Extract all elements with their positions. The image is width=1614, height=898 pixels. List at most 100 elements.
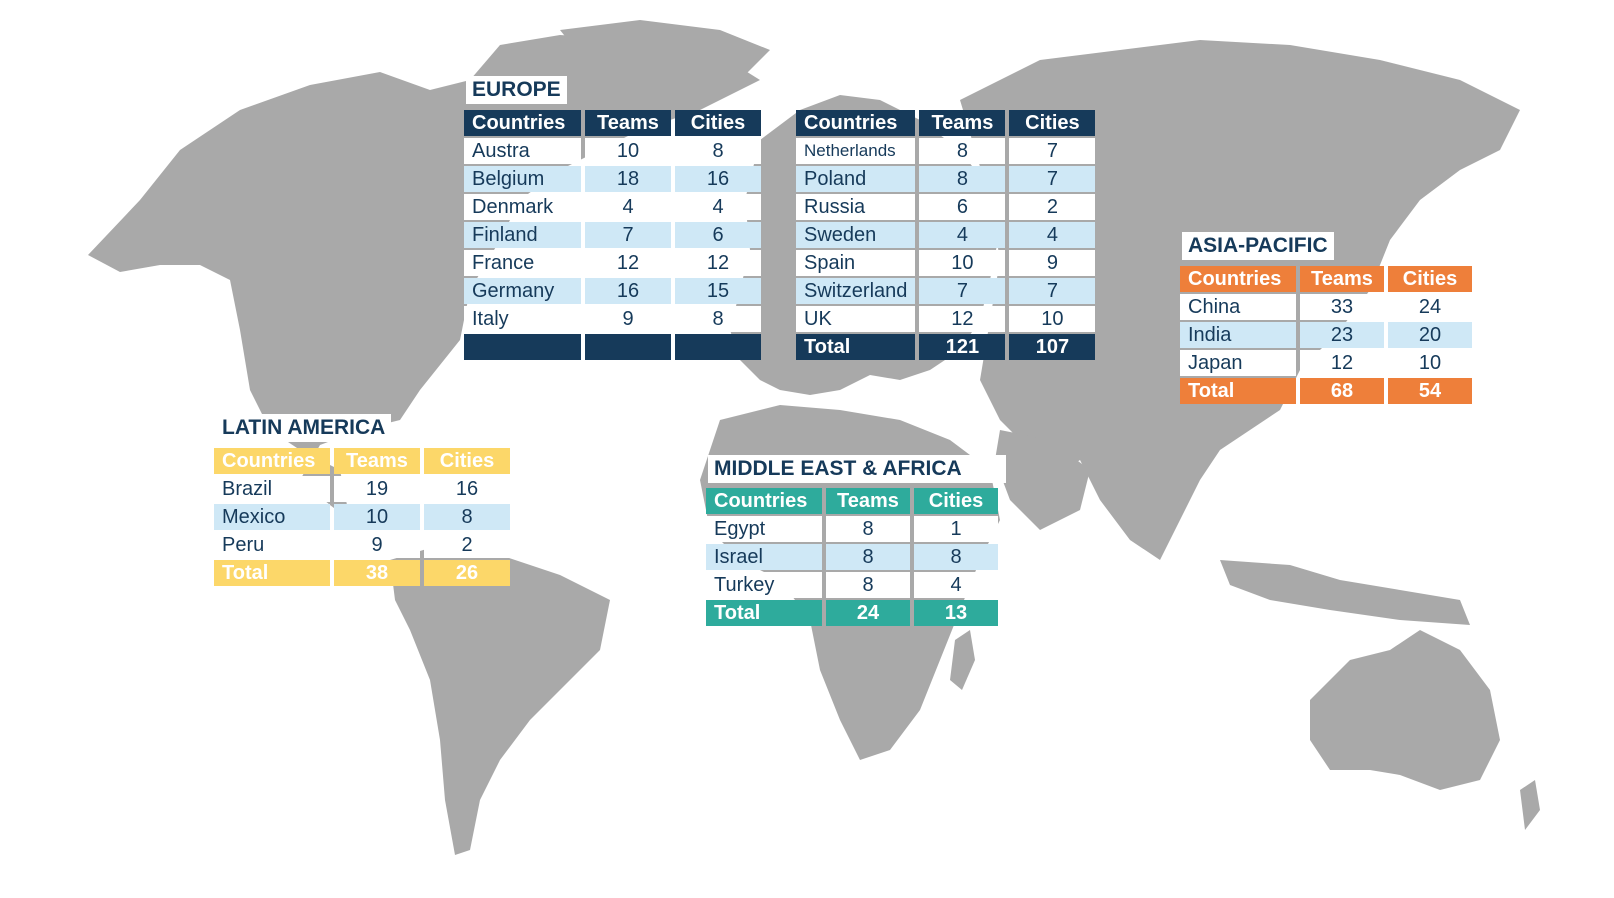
teams-header: Teams (1300, 266, 1384, 292)
total-teams: 68 (1300, 378, 1384, 404)
countries-header: Countries (214, 448, 330, 474)
total-teams: 24 (826, 600, 910, 626)
table-row: Italy 9 8 (464, 306, 761, 332)
table-row: Spain 10 9 (796, 250, 1096, 276)
cities-header: Cities (1009, 110, 1096, 136)
middle-east-africa-title: MIDDLE EAST & AFRICA (708, 455, 1006, 483)
cities-cell: 20 (1388, 322, 1472, 348)
country-cell: Turkey (706, 572, 822, 598)
teams-cell: 10 (334, 504, 420, 530)
south-america-landmass (390, 545, 610, 855)
teams-cell: 8 (919, 138, 1006, 164)
teams-cell: 16 (585, 278, 671, 304)
countries-header: Countries (706, 488, 822, 514)
cities-cell: 16 (424, 476, 510, 502)
total-cities: 13 (914, 600, 998, 626)
table-row: UK 12 10 (796, 306, 1096, 332)
cities-cell: 8 (675, 306, 761, 332)
country-cell: India (1180, 322, 1296, 348)
teams-cell: 18 (585, 166, 671, 192)
teams-cell: 10 (585, 138, 671, 164)
table-row: Sweden 4 4 (796, 222, 1096, 248)
greenland-landmass (560, 20, 770, 90)
cities-cell: 10 (1388, 350, 1472, 376)
cities-header: Cities (1388, 266, 1472, 292)
cities-cell: 16 (675, 166, 761, 192)
country-cell: Mexico (214, 504, 330, 530)
table-row: China 33 24 (1180, 294, 1472, 320)
teams-cell: 12 (585, 250, 671, 276)
country-cell: Israel (706, 544, 822, 570)
table-row: Switzerland 7 7 (796, 278, 1096, 304)
japan-landmass (1340, 180, 1385, 280)
total-cities: 26 (424, 560, 510, 586)
latin-america-title: LATIN AMERICA (216, 414, 392, 442)
teams-cell: 12 (1300, 350, 1384, 376)
cities-cell: 8 (675, 138, 761, 164)
country-cell: Russia (796, 194, 916, 220)
country-cell: Italy (464, 306, 581, 332)
table-header-row: Countries Teams Cities (214, 448, 510, 474)
country-cell: Germany (464, 278, 581, 304)
total-cities-empty (675, 334, 761, 360)
country-cell: Spain (796, 250, 916, 276)
total-teams-empty (585, 334, 671, 360)
cities-cell: 12 (675, 250, 761, 276)
total-cities: 54 (1388, 378, 1472, 404)
europe-title: EUROPE (466, 76, 567, 104)
north-america-landmass (88, 35, 760, 520)
table-header-row: Countries Teams Cities (796, 110, 1096, 136)
total-label: Total (706, 600, 822, 626)
arabia-landmass (995, 430, 1090, 530)
asia-pacific-title: ASIA-PACIFIC (1182, 232, 1334, 260)
teams-header: Teams (826, 488, 910, 514)
country-cell: Japan (1180, 350, 1296, 376)
cities-header: Cities (914, 488, 998, 514)
teams-header: Teams (334, 448, 420, 474)
teams-cell: 4 (585, 194, 671, 220)
cities-cell: 9 (1009, 250, 1096, 276)
teams-header: Teams (919, 110, 1006, 136)
cities-cell: 8 (914, 544, 998, 570)
new-zealand-landmass (1520, 780, 1540, 830)
total-label: Total (214, 560, 330, 586)
teams-cell: 8 (826, 516, 910, 542)
table-row: Israel 8 8 (706, 544, 998, 570)
teams-cell: 7 (919, 278, 1006, 304)
table-row: Poland 8 7 (796, 166, 1096, 192)
country-cell: Brazil (214, 476, 330, 502)
cities-cell: 10 (1009, 306, 1096, 332)
total-label-empty (464, 334, 581, 360)
total-row: Total 24 13 (706, 600, 998, 626)
table-row: Brazil 19 16 (214, 476, 510, 502)
cities-cell: 15 (675, 278, 761, 304)
table-row: Peru 9 2 (214, 532, 510, 558)
total-label: Total (796, 334, 916, 360)
total-cities: 107 (1009, 334, 1096, 360)
country-cell: Poland (796, 166, 916, 192)
cities-cell: 1 (914, 516, 998, 542)
cities-cell: 4 (675, 194, 761, 220)
teams-cell: 19 (334, 476, 420, 502)
cities-cell: 2 (1009, 194, 1096, 220)
table-row: Belgium 18 16 (464, 166, 761, 192)
australia-landmass (1310, 630, 1500, 790)
countries-header: Countries (796, 110, 916, 136)
total-teams: 121 (919, 334, 1006, 360)
teams-cell: 8 (826, 572, 910, 598)
table-row: Netherlands 8 7 (796, 138, 1096, 164)
table-row: Japan 12 10 (1180, 350, 1472, 376)
table-header-row: Countries Teams Cities (706, 488, 998, 514)
table-header-row: Countries Teams Cities (464, 110, 761, 136)
table-row: France 12 12 (464, 250, 761, 276)
total-row: Total 121 107 (796, 334, 1096, 360)
southeast-asia-islands (1220, 560, 1470, 625)
europe-table-left: Countries Teams Cities Austra 10 8 Belgium 1… (460, 108, 765, 362)
teams-cell: 9 (585, 306, 671, 332)
total-row: Total 68 54 (1180, 378, 1472, 404)
middle-east-africa-table: Countries Teams Cities Egypt 8 1 Israel 8 8 Tu… (702, 486, 1002, 628)
cities-cell: 6 (675, 222, 761, 248)
table-row: Denmark 4 4 (464, 194, 761, 220)
countries-header: Countries (1180, 266, 1296, 292)
total-teams: 38 (334, 560, 420, 586)
